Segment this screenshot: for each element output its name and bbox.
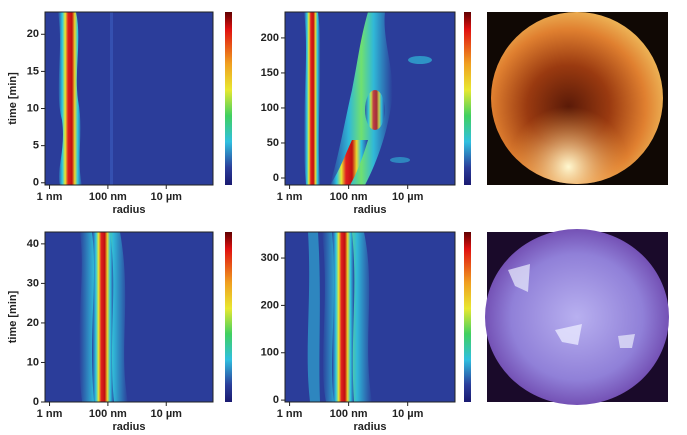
heatmap — [285, 232, 471, 402]
x-tick-label: 10 µm — [151, 191, 183, 203]
x-tick-label: 1 nm — [37, 408, 63, 420]
x-axis-label: radius — [353, 421, 386, 433]
x-tick-label: 10 µm — [392, 191, 424, 203]
heatmap — [285, 12, 471, 185]
y-tick-label: 10 — [27, 102, 39, 114]
colorbar — [464, 12, 471, 185]
heatmap — [45, 12, 232, 185]
x-tick-label: 10 µm — [151, 408, 183, 420]
colorbar — [225, 12, 232, 185]
y-tick-label: 300 — [261, 252, 279, 264]
y-tick-label: 20 — [27, 28, 39, 40]
x-tick-label: 100 nm — [89, 191, 127, 203]
y-tick-label: 100 — [261, 102, 279, 114]
x-tick-label: 1 nm — [277, 408, 303, 420]
y-tick-label: 200 — [261, 299, 279, 311]
y-tick-label: 50 — [267, 137, 279, 149]
figure: 0 5 10 15 20 1 nm 100 nm 10 µm radius time [min] 0… — [0, 0, 687, 435]
x-tick-label: 100 nm — [89, 408, 127, 420]
y-tick-label: 150 — [261, 67, 279, 79]
y-tick-label: 100 — [261, 347, 279, 359]
y-axis-label: time [min] — [7, 290, 19, 343]
y-tick-label: 5 — [33, 140, 39, 152]
y-tick-label: 0 — [33, 396, 39, 408]
y-tick-label: 0 — [273, 394, 279, 406]
y-tick-label: 40 — [27, 238, 39, 250]
y-tick-label: 0 — [273, 172, 279, 184]
x-tick-label: 10 µm — [392, 408, 424, 420]
y-tick-label: 10 — [27, 356, 39, 368]
x-axis-label: radius — [353, 204, 386, 216]
y-tick-label: 200 — [261, 32, 279, 44]
colorbar — [464, 232, 471, 402]
y-tick-label: 15 — [27, 65, 39, 77]
photo — [487, 12, 668, 185]
y-tick-label: 20 — [27, 317, 39, 329]
x-tick-label: 1 nm — [37, 191, 63, 203]
photo — [485, 229, 669, 405]
y-tick-label: 0 — [33, 177, 39, 189]
y-axis-label: time [min] — [7, 72, 19, 125]
y-tick-label: 30 — [27, 277, 39, 289]
x-axis-label: radius — [112, 421, 145, 433]
x-tick-label: 1 nm — [277, 191, 303, 203]
x-axis-label: radius — [112, 204, 145, 216]
x-tick-label: 100 nm — [330, 191, 368, 203]
x-tick-label: 100 nm — [330, 408, 368, 420]
heatmap — [45, 232, 232, 402]
colorbar — [225, 232, 232, 402]
